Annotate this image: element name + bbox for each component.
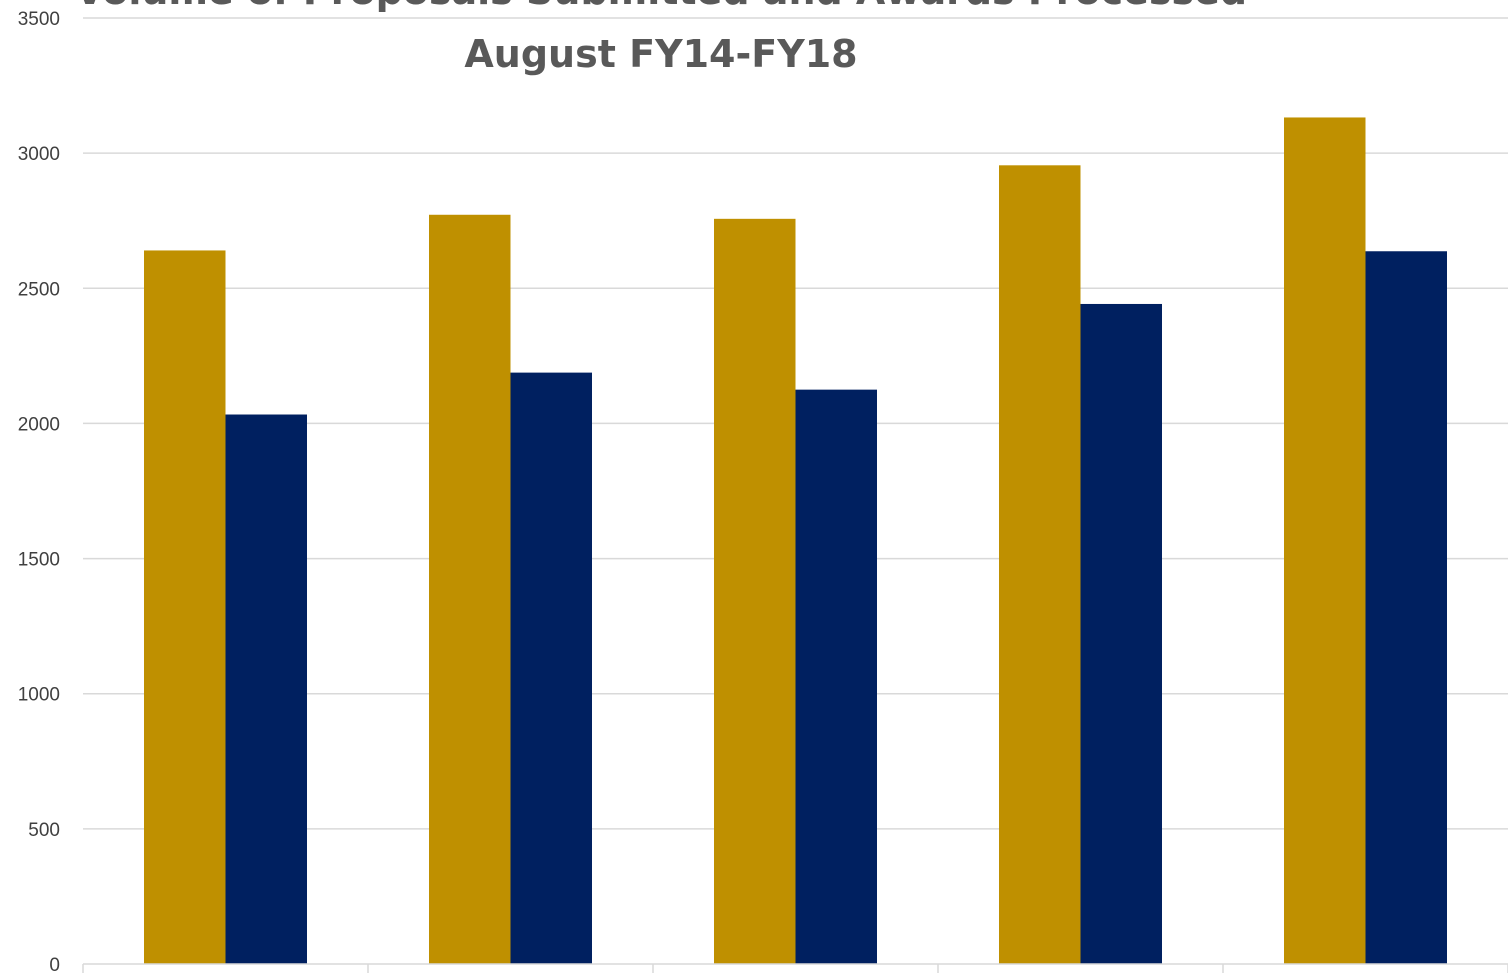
bar-series-2-2015 xyxy=(510,372,592,964)
y-tick-label: 2000 xyxy=(18,414,60,435)
y-tick-label: 3000 xyxy=(18,144,60,165)
y-tick-label: 2500 xyxy=(18,279,60,300)
y-tick-label: 3500 xyxy=(18,9,60,30)
bar-series-1-2015 xyxy=(429,214,511,964)
bar-series-1-2017 xyxy=(999,165,1081,964)
bar-series-2-2017 xyxy=(1080,303,1162,964)
x-axis xyxy=(82,963,1508,973)
y-tick-label: 1000 xyxy=(18,685,60,706)
bar-series-2-2016 xyxy=(795,389,877,965)
chart-title-line-1: Volume of Proposals Submitted and Awards… xyxy=(75,0,1247,13)
bar-series-2-2018 xyxy=(1365,251,1447,964)
bars xyxy=(144,117,1447,965)
bar-series-1-2016 xyxy=(714,218,796,965)
chart-title-line-2: August FY14-FY18 xyxy=(464,32,857,76)
y-axis-tick-labels: 0 500 1000 1500 2000 2500 3000 3500 xyxy=(18,9,60,975)
y-tick-label: 1500 xyxy=(18,550,60,571)
bar-series-1-2014 xyxy=(144,250,226,965)
y-tick-label: 500 xyxy=(28,820,60,841)
bar-series-2-2014 xyxy=(225,414,307,964)
y-tick-label: 0 xyxy=(49,955,60,975)
bar-series-1-2018 xyxy=(1284,117,1366,964)
